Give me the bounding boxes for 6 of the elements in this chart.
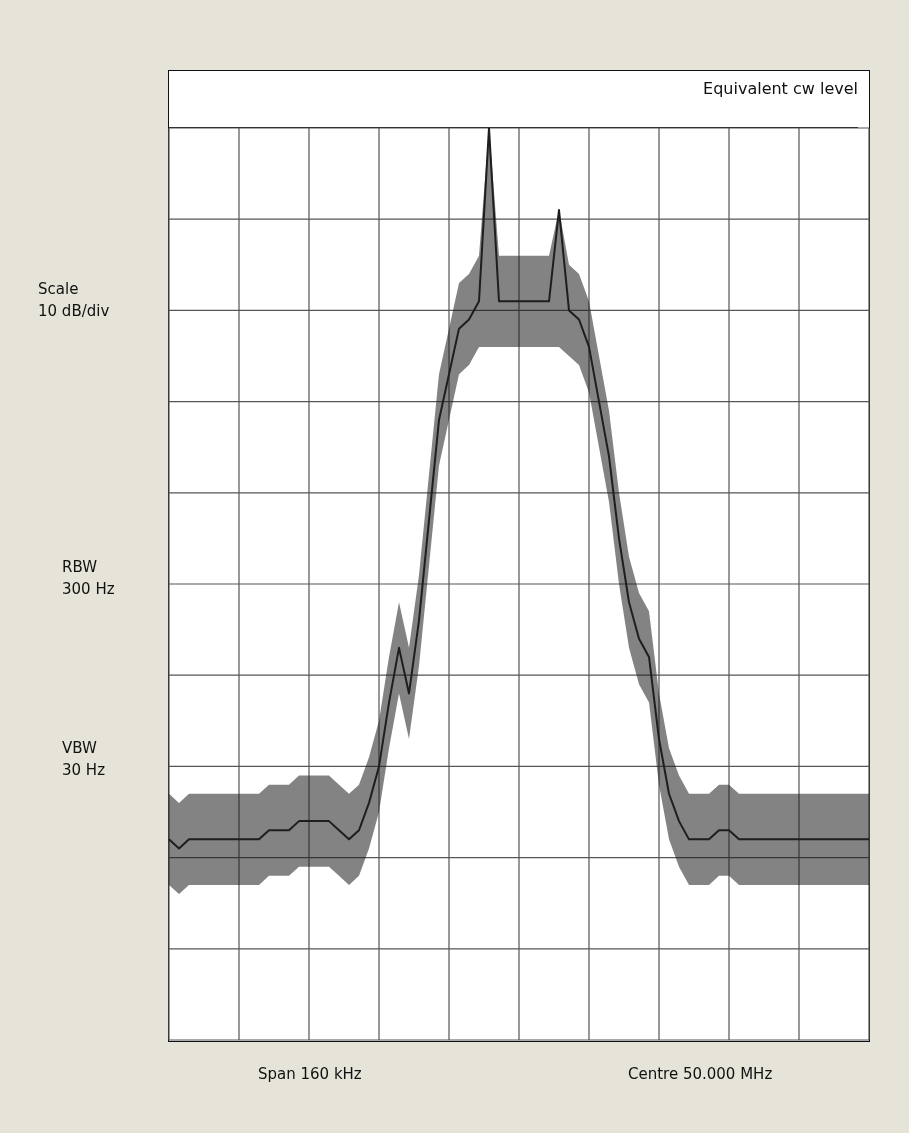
- text: Scale 10 dB/div: [38, 279, 110, 322]
- text: RBW 300 Hz: [62, 557, 115, 600]
- text: Centre 50.000 MHz: [628, 1064, 773, 1085]
- chart-title: Equivalent cw level: [168, 70, 858, 128]
- text: Span 160 kHz: [258, 1064, 362, 1085]
- text: VBW 30 Hz: [62, 738, 106, 781]
